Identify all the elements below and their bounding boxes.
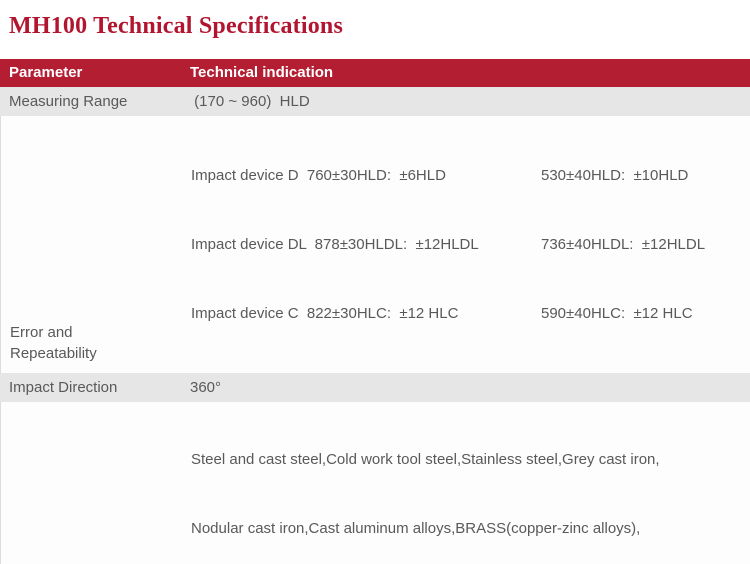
row-value: (170 ~ 960) HLD xyxy=(190,92,310,110)
row-label: Impact Direction xyxy=(9,379,118,396)
spec-table: Parameter Technical indication Measuring… xyxy=(0,59,750,564)
row-value: Steel and cast steel,Cold work tool stee… xyxy=(186,402,750,564)
header-parameter: Parameter xyxy=(9,64,83,81)
error-line: Impact device C 822±30HLC: ±12 HLC 590±4… xyxy=(191,299,742,328)
row-value: 360° xyxy=(190,378,222,396)
row-error-repeatability: Error and Repeatability Impact device D … xyxy=(0,116,750,373)
error-line-right: 530±40HLD: ±10HLD xyxy=(541,167,689,184)
header-technical-indication: Technical indication xyxy=(190,63,334,81)
error-line: Impact device DL 878±30HLDL: ±12HLDL 736… xyxy=(191,230,742,259)
row-material: Material Steel and cast steel,Cold work … xyxy=(0,402,750,564)
row-label: Measuring Range xyxy=(9,93,128,110)
error-line: Impact device D 760±30HLD: ±6HLD 530±40H… xyxy=(191,161,742,190)
row-value: Impact device D 760±30HLD: ±6HLD 530±40H… xyxy=(186,116,750,373)
error-line-right: 736±40HLDL: ±12HLDL xyxy=(541,236,706,253)
error-line-left: Impact device DL 878±30HLDL: ±12HLDL xyxy=(191,236,479,253)
material-line: Nodular cast iron,Cast aluminum alloys,B… xyxy=(191,519,641,537)
row-impact-direction: Impact Direction 360° xyxy=(0,373,750,402)
error-line-left: Impact device C 822±30HLC: ±12 HLC xyxy=(191,305,459,322)
row-measuring-range: Measuring Range (170 ~ 960) HLD xyxy=(0,87,750,116)
table-header-row: Parameter Technical indication xyxy=(0,59,750,87)
row-label: Error and Repeatability xyxy=(10,324,97,362)
error-line-right: 590±40HLC: ±12 HLC xyxy=(541,305,693,322)
page-title: MH100 Technical Specifications xyxy=(9,13,344,39)
error-line-left: Impact device D 760±30HLD: ±6HLD xyxy=(191,167,446,184)
material-line: Steel and cast steel,Cold work tool stee… xyxy=(191,451,660,468)
